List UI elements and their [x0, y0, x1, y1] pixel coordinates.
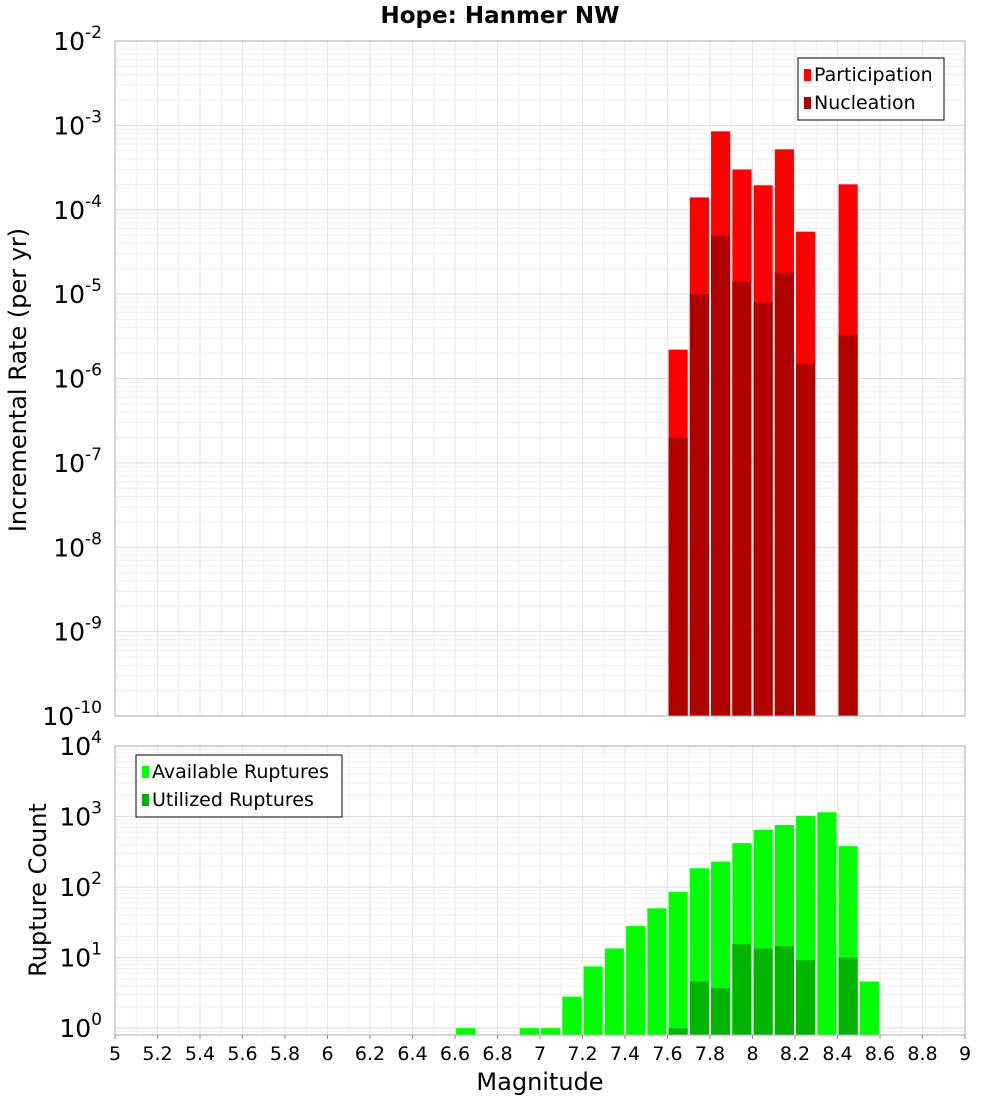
legend-entry: Available Ruptures — [152, 761, 329, 783]
bar-nucleation — [838, 334, 858, 716]
x-tick-label: 8.6 — [865, 1043, 895, 1065]
bar-available-ruptures — [604, 948, 624, 1035]
bottom-y-axis-label: Rupture Count — [24, 803, 52, 977]
top-plot: 10-10 10-9 10-8 10-7 10-6 10-5 10-4 10-3 10-2 Par… — [42, 23, 966, 731]
bar-available-ruptures — [647, 908, 667, 1035]
x-tick-label: 8.2 — [780, 1043, 810, 1065]
bar-available-ruptures — [456, 1028, 476, 1035]
y-tick-label: 10-10 — [42, 698, 102, 731]
bar-nucleation — [689, 294, 709, 716]
y-tick-label: 10-2 — [53, 23, 102, 56]
bar-available-ruptures — [626, 926, 646, 1035]
legend-entry: Nucleation — [814, 92, 916, 114]
x-tick-label: 8.8 — [907, 1043, 937, 1065]
x-tick-label: 9 — [959, 1043, 971, 1065]
legend-entry: Participation — [814, 64, 933, 86]
bottom-plot: 100 101 102 103 104 5 5.2 5.4 5.6 5.8 6 6.2 6.4 6.6 6.… — [59, 728, 971, 1065]
x-tick-label: 6.2 — [355, 1043, 385, 1065]
bar-utilized-ruptures — [711, 988, 731, 1035]
x-tick-label: 5.4 — [185, 1043, 215, 1065]
bar-available-ruptures — [519, 1028, 539, 1035]
bar-utilized-ruptures — [753, 948, 773, 1035]
legend-swatch — [142, 766, 149, 778]
bar-nucleation — [732, 281, 752, 716]
plot-border — [114, 40, 966, 717]
x-tick-label: 5 — [109, 1043, 121, 1065]
y-tick-label: 101 — [59, 940, 102, 973]
bar-nucleation — [774, 272, 794, 716]
bar-nucleation — [753, 302, 773, 716]
bar-utilized-ruptures — [689, 981, 709, 1035]
y-tick-label: 100 — [59, 1010, 102, 1043]
x-tick-label: 5.8 — [270, 1043, 300, 1065]
y-tick-label: 10-5 — [53, 276, 102, 309]
x-tick-label: 8 — [746, 1043, 758, 1065]
x-tick-label: 6.6 — [440, 1043, 470, 1065]
y-tick-label: 103 — [59, 799, 102, 832]
bar-available-ruptures — [817, 812, 837, 1035]
bar-utilized-ruptures — [838, 957, 858, 1035]
bar-utilized-ruptures — [774, 946, 794, 1035]
x-tick-label: 6.4 — [397, 1043, 427, 1065]
bar-available-ruptures — [859, 981, 879, 1035]
y-tick-label: 104 — [59, 728, 102, 761]
y-tick-label: 10-9 — [53, 614, 102, 647]
bar-utilized-ruptures — [732, 944, 752, 1035]
legend-swatch — [804, 69, 811, 81]
x-tick-label: 7.4 — [610, 1043, 640, 1065]
legend: Participation Nucleation — [797, 57, 945, 121]
y-tick-label: 102 — [59, 869, 102, 902]
bar-utilized-ruptures — [668, 1028, 688, 1035]
legend-entry: Utilized Ruptures — [152, 789, 314, 811]
bar-nucleation — [711, 235, 731, 716]
y-tick-label: 10-8 — [53, 529, 102, 562]
legend-box — [135, 754, 343, 818]
legend-box — [797, 57, 945, 121]
y-tick-label: 10-7 — [53, 445, 102, 478]
x-tick-label: 7.6 — [652, 1043, 682, 1065]
x-tick-label: 7.2 — [567, 1043, 597, 1065]
bar-nucleation — [796, 363, 816, 716]
x-tick-label: 6 — [321, 1043, 333, 1065]
x-tick-label: 5.2 — [142, 1043, 172, 1065]
y-tick-label: 10-4 — [53, 192, 102, 225]
x-tick-label: 8.4 — [822, 1043, 852, 1065]
bar-available-ruptures — [668, 892, 688, 1035]
bar-utilized-ruptures — [796, 960, 816, 1035]
chart-title: Hope: Hanmer NW — [381, 3, 620, 29]
bar-nucleation — [668, 437, 688, 716]
legend: Available Ruptures Utilized Ruptures — [135, 754, 343, 818]
bar-available-ruptures — [583, 966, 603, 1035]
legend-swatch — [142, 794, 149, 806]
x-tick-label: 7 — [534, 1043, 546, 1065]
legend-swatch — [804, 97, 811, 109]
bar-available-ruptures — [562, 996, 582, 1035]
x-axis-label: Magnitude — [476, 1068, 603, 1096]
bar-available-ruptures — [541, 1028, 561, 1035]
y-tick-label: 10-3 — [53, 107, 102, 140]
y-tick-label: 10-6 — [53, 361, 102, 394]
x-tick-label: 6.8 — [482, 1043, 512, 1065]
x-tick-label: 5.6 — [227, 1043, 257, 1065]
x-tick-label: 7.8 — [695, 1043, 725, 1065]
top-y-axis-label: Incremental Rate (per yr) — [4, 228, 32, 532]
